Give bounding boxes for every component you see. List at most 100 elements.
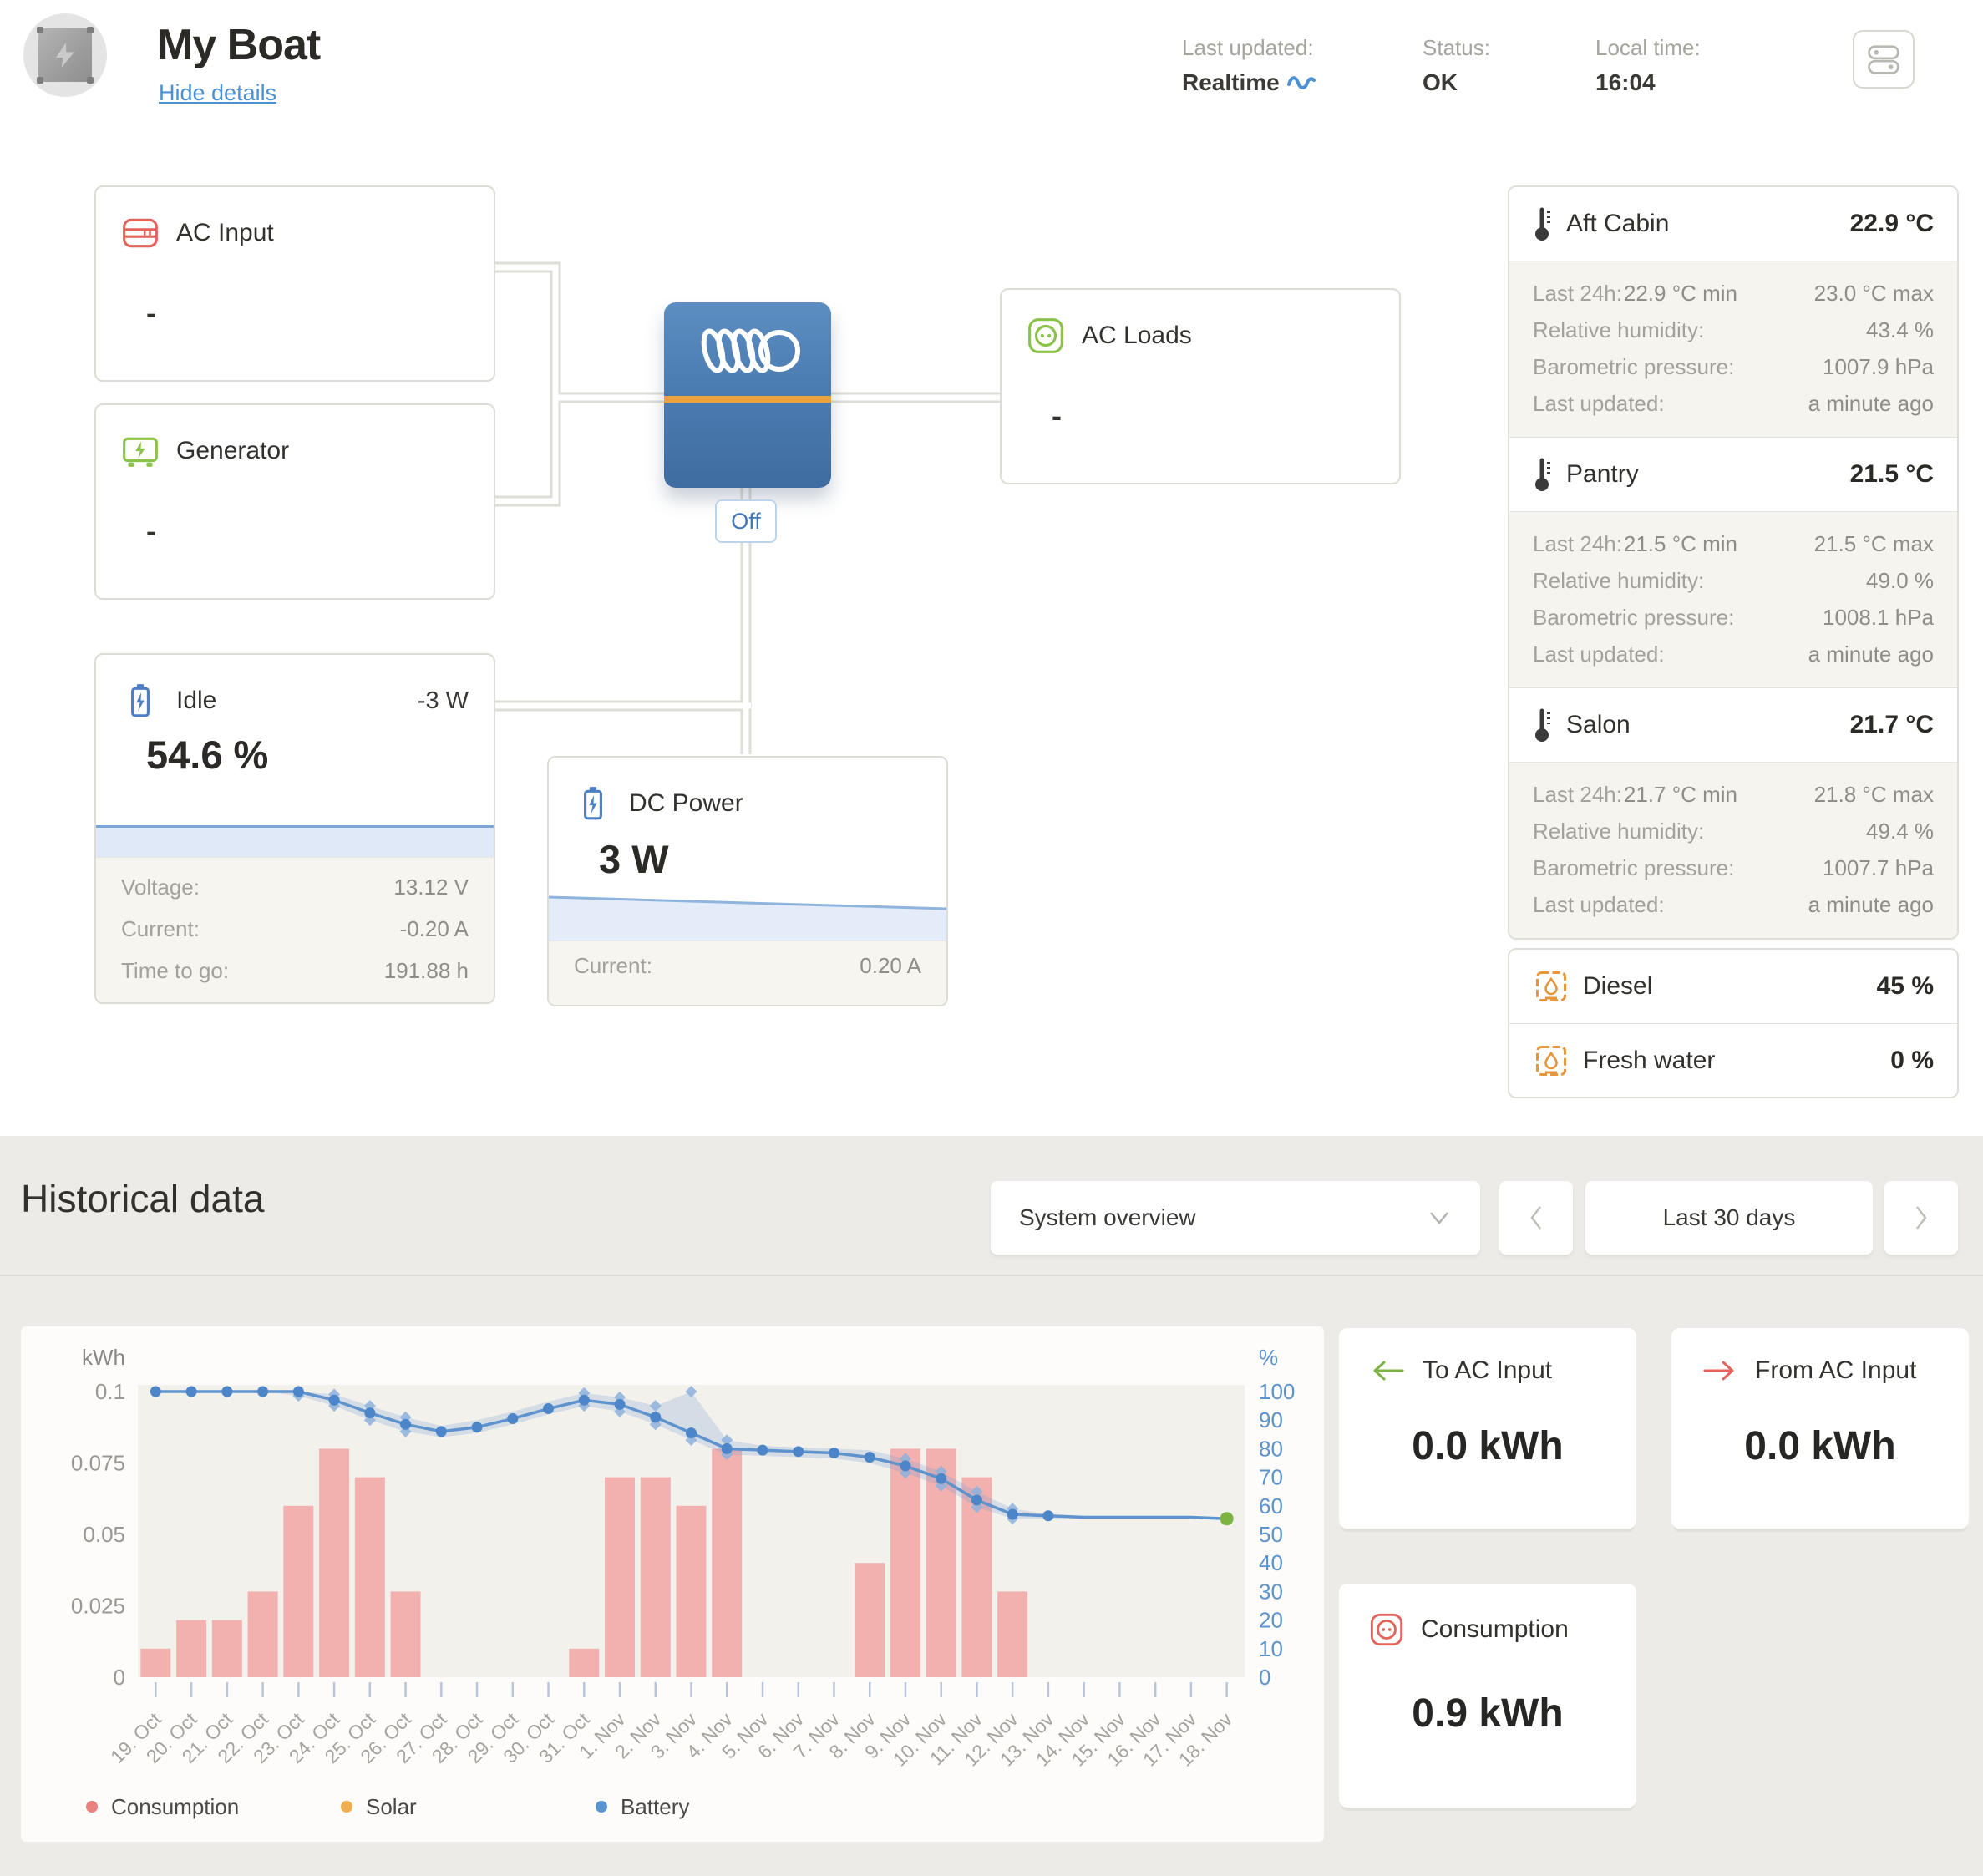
hide-details-link[interactable]: Hide details [159,80,277,105]
dc-current-value: 0.20 A [860,952,921,978]
last-updated-value: Realtime [1182,69,1280,95]
card-value: 0.0 kWh [1744,1424,1896,1468]
last24h-label: Last 24h: [1533,280,1622,306]
consumption-card: Consumption 0.9 kWh [1339,1584,1636,1808]
status-label: Status: [1423,35,1490,60]
svg-text:0.05: 0.05 [83,1522,125,1547]
temp-max: 21.8 °C max [1813,781,1934,807]
chevron-left-icon [1530,1206,1541,1230]
report-type-dropdown[interactable]: System overview [991,1181,1480,1255]
historical-section: Historical data System overview Last 30 … [0,1136,1983,1876]
legend-label: Solar [366,1793,417,1819]
ac-loads-box: AC Loads - [1000,288,1401,484]
updated-label: Last updated: [1533,641,1665,667]
tanks-panel: Diesel 45 % Fresh water 0 % [1508,948,1959,1098]
card-title: Consumption [1421,1615,1569,1643]
tank-name: Fresh water [1583,1046,1716,1074]
battery-voltage-value: 13.12 V [393,874,469,900]
sensor-temperature: 21.7 °C [1849,711,1934,738]
grid-icon [123,218,158,248]
generator-icon [123,437,158,467]
last-updated-label: Last updated: [1182,35,1314,60]
next-period-button[interactable] [1884,1181,1958,1255]
dc-power-label: DC Power [629,789,743,817]
status-value: OK [1423,69,1458,95]
device-image [38,28,92,82]
svg-text:0: 0 [1259,1665,1270,1690]
legend-dot [596,1801,607,1813]
local-time-block: Local time: 16:04 [1595,35,1701,96]
humidity-label: Relative humidity: [1533,818,1705,844]
tank-fresh-water: Fresh water 0 % [1509,1023,1957,1097]
legend-item-battery[interactable]: Battery [596,1794,850,1820]
previous-period-button[interactable] [1499,1181,1573,1255]
generator-label: Generator [176,437,290,464]
temp-max: 23.0 °C max [1813,280,1934,306]
legend-item-solar[interactable]: Solar [341,1794,596,1820]
toggles-icon [1868,45,1899,74]
svg-text:0.025: 0.025 [71,1594,125,1619]
battery-icon [131,684,150,717]
historical-title: Historical data [21,1177,265,1220]
tank-level: 0 % [1890,1046,1934,1074]
svg-text:10: 10 [1259,1636,1283,1661]
dc-power-sparkline [549,895,946,941]
sensor-temperature: 21.5 °C [1849,460,1934,488]
dc-current-label: Current: [574,952,652,978]
card-value: 0.0 kWh [1412,1424,1564,1468]
realtime-wave-icon [1286,76,1316,89]
tank-diesel: Diesel 45 % [1509,950,1957,1023]
svg-text:kWh: kWh [82,1345,125,1370]
svg-text:%: % [1259,1345,1278,1370]
svg-text:50: 50 [1259,1522,1283,1547]
local-time-value: 16:04 [1595,69,1656,95]
historical-header: Historical data System overview Last 30 … [0,1136,1983,1276]
screw-icon [37,77,43,84]
legend-label: Consumption [111,1793,240,1819]
humidity-label: Relative humidity: [1533,567,1705,593]
date-range-button[interactable]: Last 30 days [1585,1181,1873,1255]
battery-current-label: Current: [121,915,200,941]
humidity-value: 49.4 % [1866,818,1934,844]
settings-toggle-button[interactable] [1853,30,1915,89]
chevron-right-icon [1916,1206,1927,1230]
legend-item-consumption[interactable]: Consumption [86,1794,341,1820]
battery-icon [584,787,602,820]
tank-icon [1536,971,1566,1001]
svg-text:0.075: 0.075 [71,1451,125,1476]
pressure-label: Barometric pressure: [1533,353,1735,379]
victron-logo [701,328,800,373]
chevron-down-icon [1430,1212,1448,1224]
status-block: Status: OK [1423,35,1490,96]
history-chart-card: kWh% 0.1 0.075 0.05 0.025 0 100 90 80 70 60 50 40 30 2… [21,1326,1324,1842]
socket-icon-green [1028,318,1063,353]
inverter-status-badge: Off [715,499,777,543]
sensor-name: Salon [1566,711,1631,738]
temp-min: 21.5 °C min [1623,530,1737,556]
temp-min: 22.9 °C min [1623,280,1737,306]
battery-power: -3 W [417,687,469,714]
report-type-value: System overview [1019,1204,1196,1230]
svg-text:60: 60 [1259,1493,1283,1519]
svg-text:80: 80 [1259,1436,1283,1461]
updated-value: a minute ago [1808,891,1934,917]
dc-power-box: DC Power 3 W Current: 0.20 A [547,756,948,1006]
pressure-label: Barometric pressure: [1533,854,1735,880]
humidity-label: Relative humidity: [1533,317,1705,342]
humidity-value: 49.0 % [1866,567,1934,593]
screw-icon [87,77,94,84]
card-title: From AC Input [1755,1356,1917,1384]
generator-value: - [146,514,156,548]
sensor-name: Aft Cabin [1566,210,1670,237]
battery-ttg-label: Time to go: [121,957,230,983]
sensor-salon: Salon 21.7 °C Last 24h: 21.7 °C min 21.8 °… [1509,687,1957,938]
history-chart: kWh% 0.1 0.075 0.05 0.025 0 100 90 80 70 60 50 40 30 2… [21,1326,1324,1786]
battery-voltage-label: Voltage: [121,874,200,900]
generator-box: Generator - [94,403,495,600]
last24h-label: Last 24h: [1533,781,1622,807]
battery-soc-sparkline [96,825,494,857]
last-updated-block: Last updated: Realtime [1182,35,1320,96]
arrow-right-icon [1703,1361,1734,1381]
to-ac-input-card: To AC Input 0.0 kWh [1339,1328,1636,1529]
updated-value: a minute ago [1808,641,1934,667]
